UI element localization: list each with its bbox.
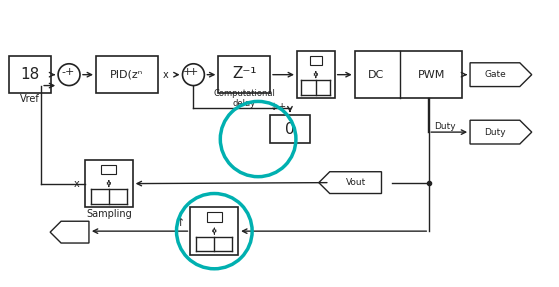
Text: Computational
delay: Computational delay — [213, 89, 275, 108]
Bar — [101, 164, 116, 174]
Text: 18: 18 — [21, 67, 40, 82]
Polygon shape — [470, 63, 532, 87]
Text: Vref: Vref — [20, 94, 40, 104]
Bar — [219, 56, 270, 94]
Bar — [191, 208, 238, 255]
Bar — [310, 56, 322, 65]
Bar — [207, 212, 222, 222]
Text: x: x — [74, 179, 80, 189]
Polygon shape — [50, 221, 89, 243]
Text: x: x — [163, 70, 168, 80]
Text: +: + — [64, 67, 74, 77]
Text: Z⁻¹: Z⁻¹ — [232, 66, 257, 81]
Text: PWM: PWM — [418, 70, 446, 80]
Bar — [354, 51, 462, 98]
Circle shape — [58, 64, 80, 86]
Bar — [85, 160, 132, 208]
Text: DC: DC — [368, 70, 384, 80]
Text: Duty: Duty — [434, 122, 456, 131]
Text: ↓+: ↓+ — [270, 102, 286, 112]
Bar — [270, 115, 310, 143]
Text: +: + — [189, 67, 198, 77]
Text: Sampling: Sampling — [86, 209, 132, 219]
Text: -: - — [61, 67, 65, 77]
Text: PID(zⁿ: PID(zⁿ — [110, 70, 144, 80]
Text: ↑: ↑ — [176, 218, 185, 228]
Bar — [96, 56, 158, 94]
Text: 0: 0 — [285, 122, 295, 137]
Polygon shape — [319, 172, 381, 193]
Polygon shape — [470, 120, 532, 144]
Text: +: + — [183, 67, 192, 77]
Text: Vout: Vout — [345, 178, 366, 187]
Circle shape — [182, 64, 205, 86]
Bar — [10, 56, 51, 94]
Bar — [297, 51, 335, 98]
Text: Gate: Gate — [484, 70, 506, 79]
Text: Duty: Duty — [484, 128, 506, 137]
